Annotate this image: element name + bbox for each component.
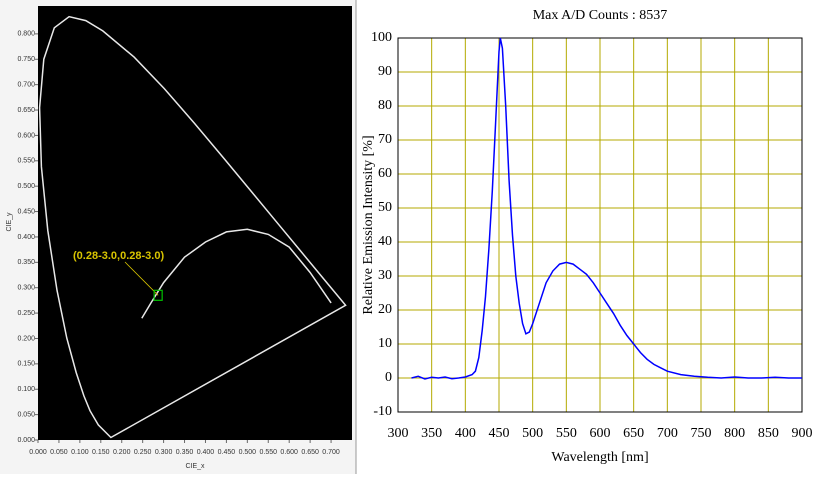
locus-line [141, 228, 332, 319]
y-axis-label: CIE_y [6, 212, 13, 232]
y-tick-label: 0.650 [17, 107, 35, 114]
y-tick-label: 0.150 [17, 361, 35, 368]
y-tick-label: 0.700 [17, 81, 35, 88]
y-tick-label: 0.350 [17, 259, 35, 266]
x-tick-label: 0.400 [197, 449, 215, 456]
y-tick-label: 0.200 [17, 335, 35, 342]
y-tick-label: 0.050 [17, 411, 35, 418]
x-tick-label: 0.200 [113, 449, 131, 456]
x-tick-label: 0.350 [176, 449, 194, 456]
y-tick-label: 0.800 [17, 31, 35, 38]
y-tick-label: 0.500 [17, 183, 35, 190]
x-tick-label: 0.000 [29, 449, 47, 456]
x-tick-label: 0.050 [50, 449, 68, 456]
x-tick-label: 0.300 [155, 449, 173, 456]
chart-title: Max A/D Counts : 8537 [533, 8, 668, 23]
y-tick-label: 0.100 [17, 386, 35, 393]
y-tick-label: 10 [378, 336, 392, 351]
y-tick-label: 0.550 [17, 158, 35, 165]
x-tick-label: 300 [388, 426, 409, 441]
y-tick-label: 0.000 [17, 437, 35, 444]
y-tick-label: 0.250 [17, 310, 35, 317]
x-tick-label: 450 [489, 426, 510, 441]
y-tick-label: 0 [385, 370, 392, 385]
plot-frame [397, 37, 803, 413]
x-tick-label: 600 [590, 426, 611, 441]
x-tick-label: 550 [556, 426, 577, 441]
y-tick-label: -10 [373, 404, 392, 419]
annotation: (0.28-3.0,0.28-3.0) [73, 250, 164, 262]
x-tick-label: 650 [623, 426, 644, 441]
x-tick-label: 750 [691, 426, 712, 441]
x-tick-label: 0.700 [322, 449, 340, 456]
x-tick-label: 0.450 [218, 449, 236, 456]
y-tick-label: 0.300 [17, 285, 35, 292]
spectrum-line [411, 37, 802, 380]
x-axis-label: Wavelength [nm] [551, 450, 648, 465]
y-tick-label: 0.450 [17, 208, 35, 215]
y-axis-label: Relative Emission Intensity [%] [361, 135, 376, 314]
x-tick-label: 800 [724, 426, 745, 441]
x-tick-label: 0.150 [92, 449, 110, 456]
x-tick-label: 0.600 [280, 449, 298, 456]
x-tick-label: 700 [657, 426, 678, 441]
x-tick-label: 350 [421, 426, 442, 441]
y-tick-label: 40 [378, 234, 392, 249]
x-tick-label: 0.500 [239, 449, 257, 456]
y-tick-label: 60 [378, 166, 392, 181]
y-tick-label: 50 [378, 200, 392, 215]
annotation-leader [124, 261, 159, 296]
x-axis-label: CIE_x [185, 463, 205, 470]
y-tick-label: 30 [378, 268, 392, 283]
y-tick-label: 80 [378, 98, 392, 113]
y-tick-label: 0.750 [17, 56, 35, 63]
x-tick-label: 900 [792, 426, 813, 441]
x-tick-label: 0.550 [260, 449, 278, 456]
locus-line [38, 15, 347, 439]
y-tick-label: 90 [378, 64, 392, 79]
y-tick-label: 0.400 [17, 234, 35, 241]
x-tick-label: 0.650 [301, 449, 319, 456]
y-tick-label: 20 [378, 302, 392, 317]
x-tick-label: 0.250 [134, 449, 152, 456]
x-tick-label: 0.100 [71, 449, 89, 456]
chromaticity-point [153, 289, 163, 301]
y-tick-label: 0.600 [17, 132, 35, 139]
x-tick-label: 500 [522, 426, 543, 441]
cie-plot-area [38, 6, 352, 440]
y-tick-label: 100 [371, 30, 392, 45]
y-tick-label: 70 [378, 132, 392, 147]
x-tick-label: 400 [455, 426, 476, 441]
x-tick-label: 850 [758, 426, 779, 441]
